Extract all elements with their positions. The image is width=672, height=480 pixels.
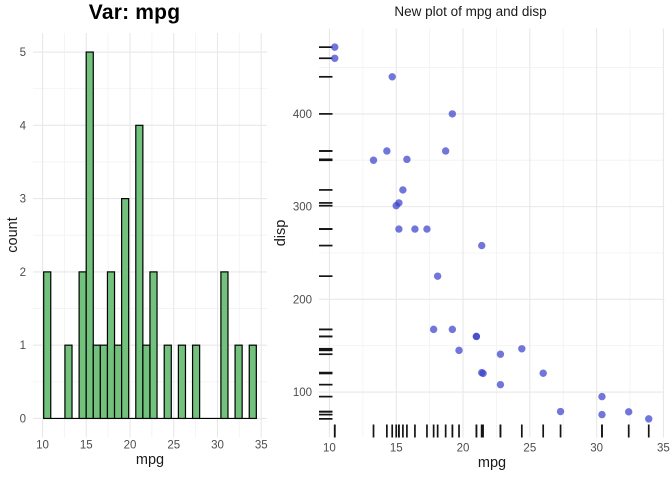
- histogram-figure: Var: mpg 10 15 20 25 30 35 0 1 2 3 4 5 mpg count: [0, 0, 269, 480]
- x-tick-label: 25: [167, 440, 180, 452]
- grid-major: [319, 28, 665, 438]
- scatter-points: [331, 43, 653, 423]
- scatter-point: [539, 369, 547, 377]
- histogram-bar: [149, 271, 158, 420]
- scatter-point: [556, 407, 565, 416]
- histogram-bar: [177, 344, 187, 420]
- scatter-point: [598, 410, 606, 419]
- histogram-bar: [121, 198, 130, 420]
- histogram-bars: [43, 51, 257, 420]
- x-tick-label: 30: [590, 443, 603, 455]
- scatter-point: [455, 346, 463, 355]
- x-tick-labels: 10 15 20 25 30 35: [36, 440, 267, 452]
- histogram-bar: [163, 344, 172, 420]
- scatter-y-axis-title: disp: [273, 219, 289, 247]
- scatter-figure: New plot of mpg and disp 10 15 20 25 30 35 100…: [269, 0, 672, 480]
- histogram-bar: [135, 124, 144, 420]
- y-tick-labels: 100 200 300 400: [293, 109, 312, 399]
- x-tick-label: 30: [211, 440, 224, 452]
- y-tick-label: 4: [20, 120, 27, 132]
- scatter-point: [392, 201, 400, 210]
- scatter-point: [423, 225, 431, 233]
- histogram-bar: [113, 344, 123, 420]
- x-tick-label: 25: [523, 443, 536, 455]
- scatter-point: [369, 156, 378, 164]
- scatter-point: [448, 325, 457, 334]
- histogram-bar: [85, 51, 94, 420]
- x-tick-labels: 10 15 20 25 30 35: [323, 443, 670, 455]
- scatter-point: [496, 350, 505, 358]
- scatter-point: [388, 73, 396, 81]
- x-tick-label: 10: [323, 443, 336, 455]
- scatter-point: [624, 408, 633, 416]
- scatter-point: [448, 110, 457, 118]
- x-tick-label: 20: [124, 440, 137, 452]
- scatter-point: [496, 380, 505, 389]
- y-tick-label: 1: [20, 340, 26, 352]
- y-tick-label: 200: [293, 294, 312, 306]
- scatter-point: [433, 272, 442, 280]
- histogram-y-axis-title: count: [5, 217, 21, 253]
- x-tick-label: 10: [36, 440, 49, 452]
- histogram-plot-area: 10 15 20 25 30 35 0 1 2 3 4 5: [20, 33, 268, 452]
- scatter-point: [399, 186, 407, 194]
- histogram-title: Var: mpg: [88, 1, 181, 24]
- y-tick-label: 0: [20, 413, 26, 425]
- histogram-bar: [99, 344, 109, 420]
- histogram-bar: [142, 344, 151, 420]
- scatter-point: [645, 415, 653, 423]
- scatter-point: [478, 241, 486, 250]
- histogram-bar: [43, 271, 52, 420]
- scatter-point: [403, 155, 411, 164]
- scatter-point: [598, 392, 606, 401]
- x-tick-label: 15: [390, 443, 403, 455]
- histogram-bar: [234, 344, 243, 420]
- y-tick-label: 100: [293, 387, 312, 399]
- histogram-bar: [248, 344, 257, 420]
- y-tick-label: 400: [293, 109, 312, 121]
- grid-minor: [319, 28, 665, 438]
- scatter-point: [331, 43, 339, 51]
- x-tick-label: 20: [457, 443, 470, 455]
- histogram-bar: [106, 271, 116, 420]
- x-tick-label: 15: [80, 440, 93, 452]
- histogram-bar: [220, 271, 229, 420]
- scatter-point: [383, 147, 391, 155]
- scatter-x-axis-title: mpg: [477, 455, 507, 471]
- x-tick-label: 35: [255, 440, 268, 452]
- scatter-point: [518, 345, 526, 353]
- scatter-point: [331, 54, 339, 62]
- y-tick-labels: 0 1 2 3 4 5: [20, 47, 27, 425]
- histogram-bar: [78, 271, 87, 420]
- scatter-point: [441, 147, 450, 155]
- y-tick-label: 5: [20, 47, 26, 59]
- x-tick-label: 35: [657, 443, 670, 455]
- histogram-bar: [64, 344, 73, 420]
- y-tick-label: 300: [293, 202, 312, 214]
- scatter-point: [411, 225, 419, 233]
- scatter-point: [478, 368, 486, 377]
- scatter-point: [472, 332, 481, 341]
- histogram-bar: [191, 344, 201, 420]
- histogram-x-axis-title: mpg: [135, 452, 165, 468]
- scatter-plot-area: 10 15 20 25 30 35 100 200 300 400: [293, 28, 670, 455]
- y-tick-label: 3: [20, 194, 26, 206]
- histogram-bar: [92, 344, 101, 420]
- scatter-point: [429, 325, 438, 334]
- scatter-title: New plot of mpg and disp: [394, 4, 547, 19]
- rug-marks: [319, 46, 650, 438]
- scatter-point: [395, 225, 403, 233]
- y-tick-label: 2: [20, 267, 26, 279]
